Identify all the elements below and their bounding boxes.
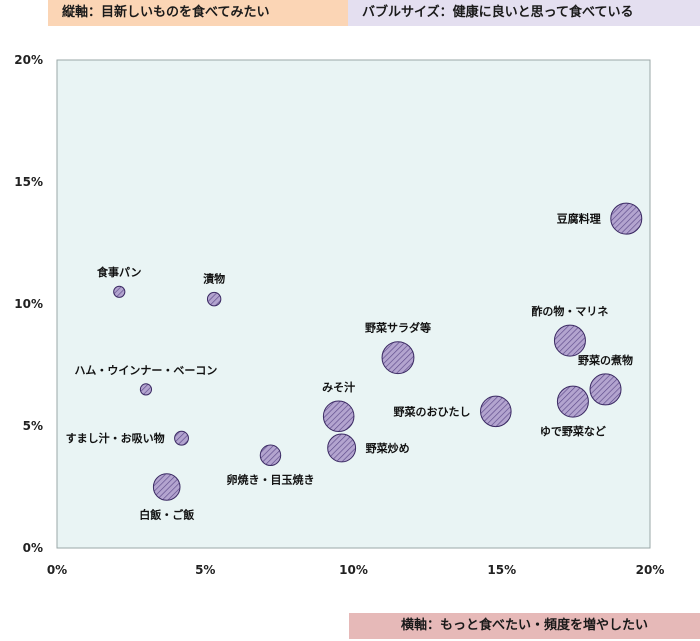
bubble [480,395,512,428]
bubble [113,285,126,298]
bubble-label: 野菜の煮物 [578,353,633,367]
bubble-label: 野菜炒め [366,441,410,455]
bubble-label: ハム・ウインナー・ベーコン [74,364,217,377]
x-tick-label: 0% [47,563,67,577]
bubble-label: 漬物 [203,271,225,285]
y-tick-label: 20% [14,53,43,67]
bubble-label: 酢の物・マリネ [531,304,608,318]
bubble [139,383,153,396]
bubble [610,202,643,235]
x-axis-title: 横軸：もっと食べたい・頻度を増やしたい [349,613,700,639]
y-tick-label: 0% [23,541,43,555]
bubble-label: 白飯・ご飯 [139,507,194,521]
bubble-size-legend: バブルサイズ：健康に良いと思って食べている [348,0,700,26]
bubble-label: すまし汁・お吸い物 [66,431,165,445]
y-tick-label: 10% [14,297,43,311]
bubble [174,430,189,446]
y-axis-title: 縦軸：目新しいものを食べてみたい [48,0,348,26]
bubble-label: 卵焼き・目玉焼き [226,473,314,487]
bubble-label: ゆで野菜など [540,424,606,438]
bubble [152,473,181,501]
bubble-label: 野菜のおひたし [394,404,471,418]
x-tick-label: 15% [487,563,516,577]
bubble [589,373,622,406]
bubble [381,341,415,375]
y-tick-label: 15% [14,175,43,189]
x-tick-label: 5% [195,563,215,577]
x-tick-label: 20% [636,563,665,577]
plot-area [56,59,651,549]
bubble-label: 野菜サラダ等 [365,321,431,335]
bubble [553,324,586,357]
bubble-label: 豆腐料理 [557,212,601,226]
bubble [327,433,357,463]
bubble [556,385,589,418]
x-tick-label: 10% [339,563,368,577]
bubble-label: みそ汁 [322,380,355,394]
bubble [206,291,222,307]
bubble [322,400,355,433]
y-tick-label: 5% [23,419,43,433]
bubble-label: 食事パン [97,265,142,279]
bubble [259,444,282,466]
